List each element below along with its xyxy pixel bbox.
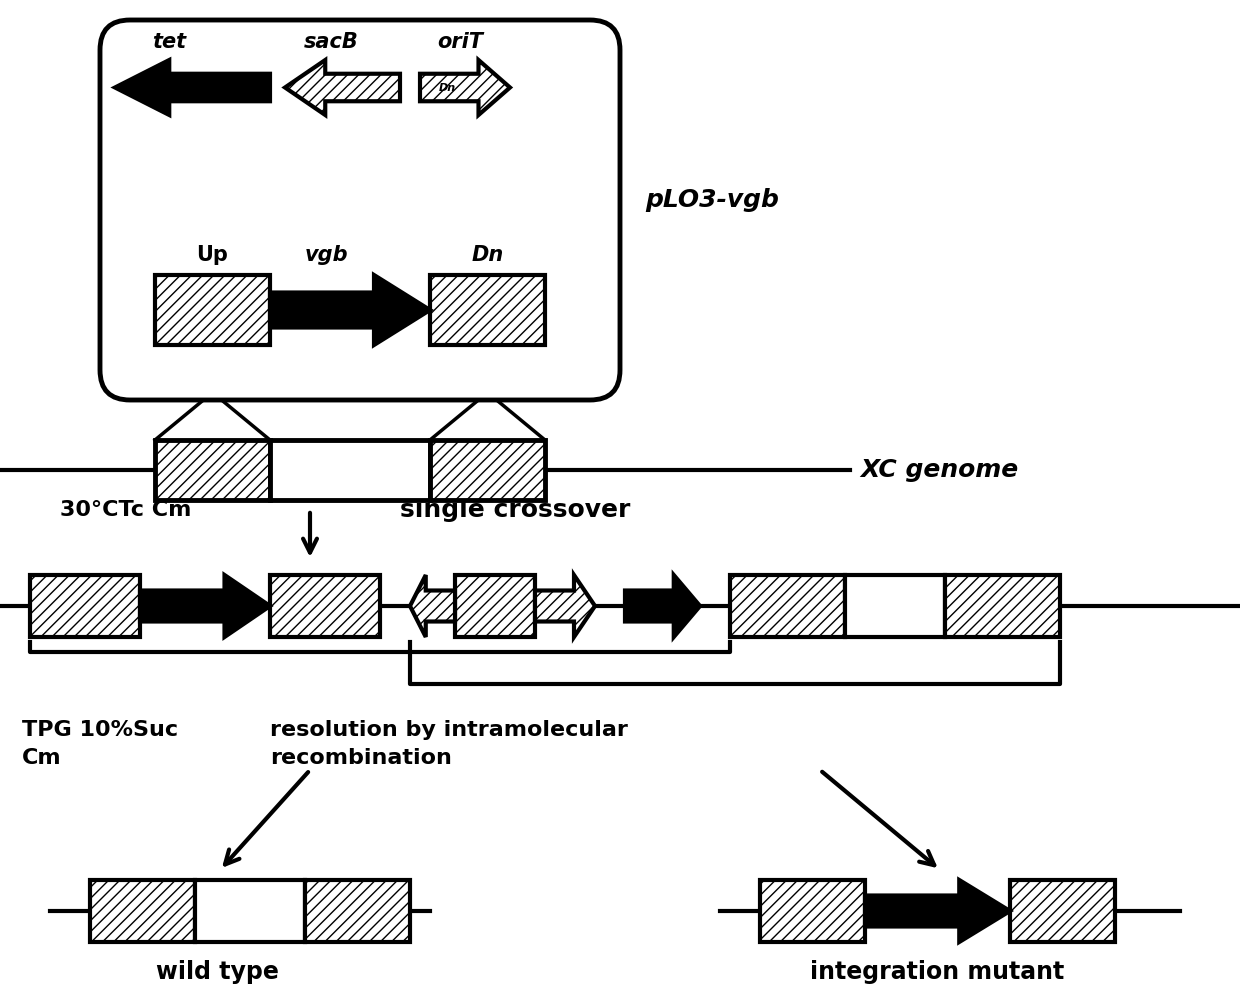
Text: tet: tet: [153, 32, 186, 52]
Bar: [270, 575, 379, 637]
Text: Up: Up: [197, 245, 228, 265]
Bar: [430, 275, 546, 345]
Bar: [1011, 880, 1115, 942]
Polygon shape: [270, 275, 430, 345]
Bar: [195, 880, 305, 942]
FancyBboxPatch shape: [100, 20, 620, 400]
Bar: [91, 880, 195, 942]
Polygon shape: [285, 60, 401, 115]
Bar: [945, 575, 1060, 637]
Text: integration mutant: integration mutant: [811, 960, 1065, 984]
Text: XC genome: XC genome: [861, 458, 1018, 482]
Bar: [430, 440, 546, 500]
Polygon shape: [410, 575, 455, 637]
Bar: [730, 575, 844, 637]
Bar: [760, 880, 866, 942]
Bar: [844, 575, 945, 637]
Text: Dn: Dn: [471, 245, 503, 265]
Bar: [455, 575, 534, 637]
Text: TPG 10%Suc
Cm: TPG 10%Suc Cm: [22, 720, 179, 768]
Text: sacB: sacB: [304, 32, 358, 52]
Polygon shape: [420, 60, 510, 115]
Text: single crossover: single crossover: [401, 498, 630, 522]
Text: vgb: vgb: [304, 245, 347, 265]
Text: resolution by intramolecular
recombination: resolution by intramolecular recombinati…: [270, 720, 627, 768]
Polygon shape: [866, 880, 1011, 942]
Text: Dn: Dn: [439, 82, 455, 92]
Text: oriT: oriT: [438, 32, 484, 52]
Bar: [30, 575, 140, 637]
Text: wild type: wild type: [155, 960, 279, 984]
Text: pLO3-vgb: pLO3-vgb: [645, 188, 779, 212]
Bar: [270, 440, 430, 500]
Polygon shape: [534, 575, 595, 637]
Polygon shape: [140, 575, 270, 637]
Bar: [155, 275, 270, 345]
Text: 30°CTc Cm: 30°CTc Cm: [60, 500, 191, 520]
Bar: [305, 880, 410, 942]
Polygon shape: [115, 60, 270, 115]
Polygon shape: [625, 575, 701, 637]
Bar: [155, 440, 270, 500]
